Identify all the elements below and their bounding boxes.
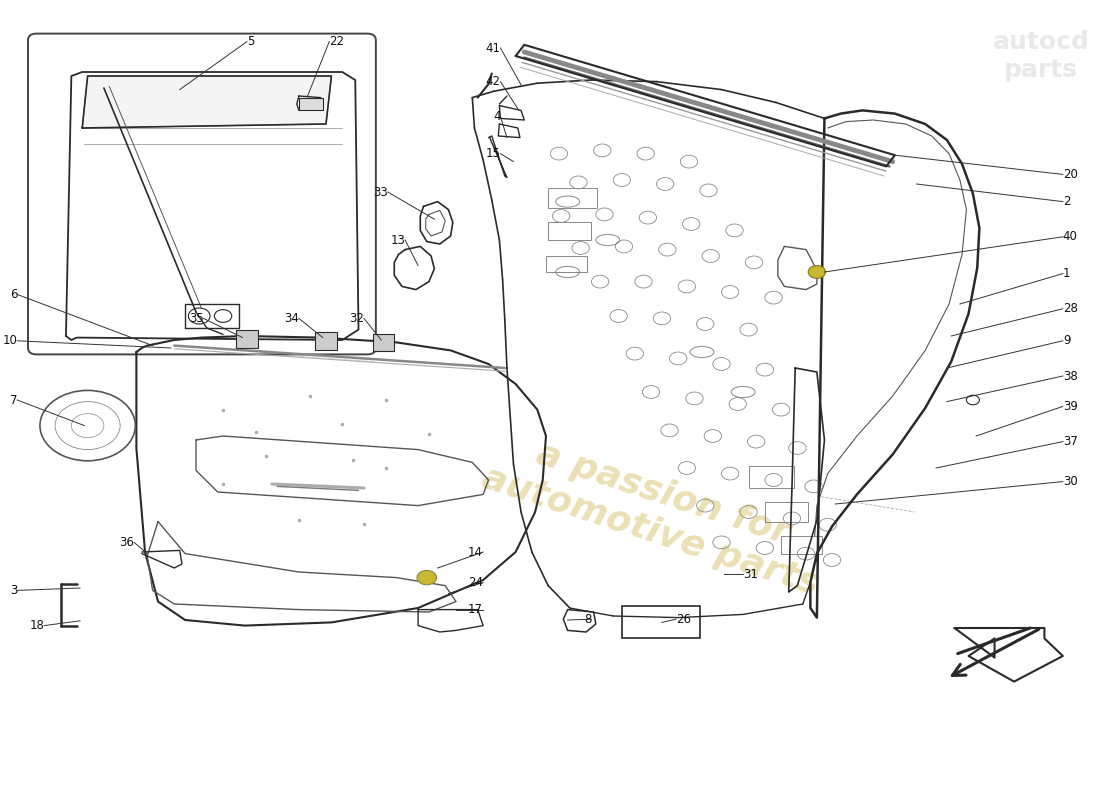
Text: 33: 33 [373, 186, 388, 198]
Text: 37: 37 [1063, 435, 1078, 448]
Bar [749, 466, 794, 488]
Text: 5: 5 [246, 35, 254, 48]
Text: autocd
parts: autocd parts [992, 30, 1090, 82]
Text: 18: 18 [30, 619, 44, 632]
Bar [764, 502, 808, 522]
FancyBboxPatch shape [28, 34, 376, 354]
Text: a passion for
automotive parts: a passion for automotive parts [477, 422, 835, 602]
Text: 41: 41 [485, 42, 501, 54]
Text: 3: 3 [10, 584, 18, 597]
Text: 2: 2 [1063, 195, 1070, 208]
Bar [548, 188, 597, 208]
Bar [621, 606, 700, 638]
Text: 14: 14 [469, 546, 483, 558]
Text: 6: 6 [10, 288, 18, 301]
Text: 7: 7 [10, 394, 18, 406]
Text: 17: 17 [469, 603, 483, 616]
Text: 13: 13 [390, 234, 405, 246]
Text: 30: 30 [1063, 475, 1078, 488]
Text: 31: 31 [744, 568, 758, 581]
Text: 24: 24 [469, 576, 483, 589]
Bar [316, 332, 337, 350]
Bar [546, 256, 587, 272]
Circle shape [808, 266, 825, 278]
Text: 34: 34 [284, 312, 299, 325]
Text: 35: 35 [189, 312, 204, 325]
Bar [299, 98, 322, 110]
Bar [548, 222, 592, 240]
Text: 15: 15 [485, 147, 501, 160]
Text: 8: 8 [584, 613, 592, 626]
Bar [236, 330, 257, 348]
Text: 40: 40 [1063, 230, 1078, 243]
Text: 22: 22 [329, 35, 344, 48]
Bar [373, 334, 394, 351]
Text: 26: 26 [676, 613, 691, 626]
Bar [781, 536, 823, 554]
Text: 28: 28 [1063, 302, 1078, 315]
Text: 32: 32 [349, 312, 364, 325]
Text: 38: 38 [1063, 370, 1078, 382]
Text: 36: 36 [119, 536, 134, 549]
Text: 39: 39 [1063, 400, 1078, 413]
Polygon shape [82, 76, 331, 128]
Text: 20: 20 [1063, 168, 1078, 181]
Text: 10: 10 [2, 334, 18, 347]
Text: 4: 4 [493, 110, 500, 123]
Circle shape [417, 570, 437, 585]
Text: 9: 9 [1063, 334, 1070, 347]
Text: 42: 42 [485, 75, 501, 88]
Text: 1: 1 [1063, 267, 1070, 280]
